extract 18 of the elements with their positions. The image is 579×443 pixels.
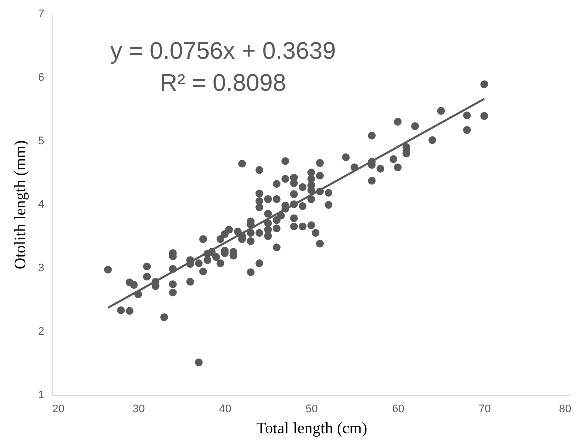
annotation: R² = 0.8098 [160, 70, 286, 97]
x-axis-title: Total length (cm) [256, 420, 368, 438]
x-tick-label: 20 [52, 404, 65, 416]
annotation: y = 0.0756x + 0.3639 [110, 38, 336, 65]
y-tick-label: 4 [38, 199, 44, 211]
y-tick-label: 1 [38, 390, 44, 402]
y-tick-label: 5 [38, 136, 44, 148]
x-tick-label: 80 [559, 404, 572, 416]
y-tick-label: 2 [38, 326, 44, 338]
x-tick-label: 60 [392, 404, 405, 416]
x-tick-label: 70 [478, 404, 492, 416]
y-tick-label: 7 [38, 8, 44, 20]
y-axis-title: Otolith length (mm) [12, 140, 30, 270]
y-tick-label: 3 [38, 262, 44, 274]
x-tick-label: 30 [132, 404, 146, 416]
x-tick-label: 40 [219, 404, 232, 416]
y-tick-label: 6 [38, 72, 44, 84]
x-tick-label: 50 [306, 404, 318, 416]
